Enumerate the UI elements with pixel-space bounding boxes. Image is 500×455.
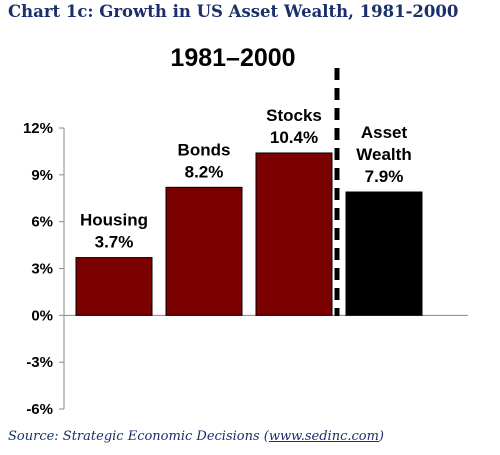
y-tick-label: 0% <box>31 307 53 324</box>
y-tick-label: -6% <box>26 401 53 418</box>
data-label: 3.7% <box>95 233 134 252</box>
y-tick-label: -3% <box>26 354 53 371</box>
source-prefix: Source: Strategic Economic Decisions ( <box>8 429 269 444</box>
data-label: Asset <box>361 123 408 142</box>
bar-labels: Housing 3.7% Bonds 8.2% Stocks 10.4% Asset Weal… <box>80 106 412 252</box>
data-label: Wealth <box>356 145 411 164</box>
y-tick-label: 12% <box>23 120 53 137</box>
chart-title: 1981–2000 <box>170 44 295 72</box>
figure-title: Chart 1c: Growth in US Asset Wealth, 198… <box>8 2 459 21</box>
y-tick-label: 6% <box>31 214 53 231</box>
source-suffix: ) <box>378 429 384 444</box>
bar-bonds <box>165 186 243 316</box>
data-label: Stocks <box>266 106 322 125</box>
bar-asset-wealth <box>345 191 423 316</box>
bar-stocks <box>255 152 333 316</box>
data-label: 8.2% <box>185 162 224 181</box>
data-label: Bonds <box>178 140 231 159</box>
data-label: 7.9% <box>365 167 404 186</box>
bar-housing <box>75 257 153 316</box>
data-label: Housing <box>80 211 148 230</box>
source-link[interactable]: www.sedinc.com <box>268 429 379 444</box>
source-note: Source: Strategic Economic Decisions (ww… <box>8 429 384 444</box>
y-tick-label: 3% <box>31 261 53 278</box>
y-tick-label: 9% <box>31 167 53 184</box>
bars <box>75 152 423 316</box>
data-label: 10.4% <box>270 128 318 147</box>
